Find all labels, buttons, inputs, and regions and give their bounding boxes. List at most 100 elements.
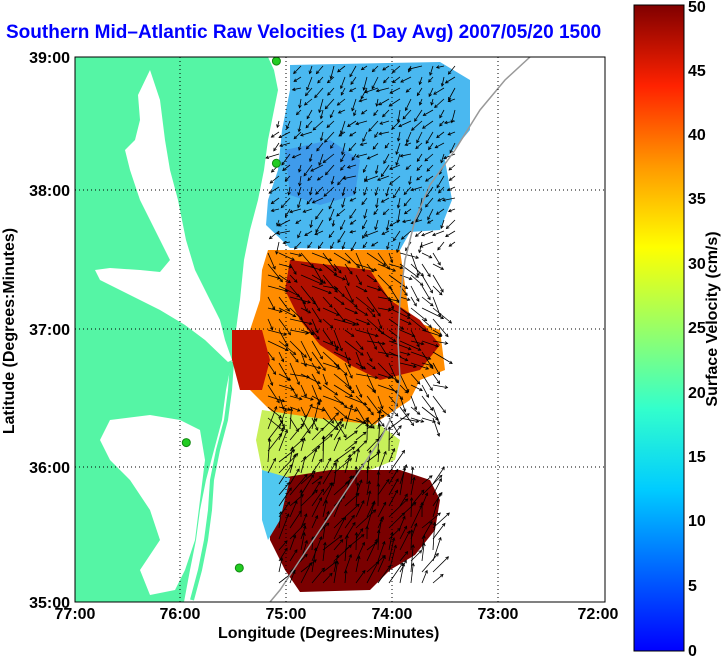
current-vector-head (308, 561, 312, 566)
current-vector-head (410, 422, 415, 427)
current-vector-head (298, 147, 302, 151)
current-vector-head (346, 165, 351, 169)
current-vector (380, 164, 390, 177)
current-vector (376, 98, 379, 107)
current-vector (336, 208, 346, 217)
current-vector (269, 175, 280, 184)
current-vector (388, 413, 410, 430)
current-vector (316, 65, 324, 74)
current-vector-head (405, 107, 409, 112)
current-vector-head (306, 374, 310, 379)
current-vector-head (284, 177, 289, 182)
current-vector (285, 175, 291, 182)
current-vector-head (270, 208, 275, 213)
current-vector-head (421, 233, 425, 237)
current-vector (388, 98, 401, 107)
current-vector-head (348, 147, 353, 152)
current-vector (278, 406, 291, 411)
x-tick-label: 75:00 (266, 606, 307, 623)
current-vector (416, 164, 423, 171)
current-vector (294, 241, 302, 250)
current-vector (366, 465, 369, 485)
current-vector-head (365, 418, 370, 423)
current-vector-head (305, 331, 310, 335)
current-vector-head (365, 423, 369, 428)
current-vector-head (313, 448, 318, 452)
current-vector-head (363, 288, 368, 293)
current-vector (333, 561, 338, 584)
current-vector (439, 109, 445, 118)
current-vector (362, 131, 368, 142)
current-vector-head (372, 313, 376, 318)
x-tick-label: 72:00 (578, 606, 619, 623)
current-vector-head (316, 307, 321, 312)
current-vectors (265, 65, 456, 584)
current-vector (311, 417, 319, 431)
colorbar (633, 4, 685, 652)
current-vector-head (273, 147, 277, 152)
current-vector-head (352, 322, 357, 326)
current-vector-head (307, 430, 311, 434)
current-vector-head (408, 276, 413, 281)
current-vector-head (347, 260, 352, 264)
current-vector-head (383, 450, 387, 455)
current-vector (300, 470, 316, 485)
current-vector-head (303, 102, 308, 106)
current-vector-head (360, 346, 364, 351)
current-vector (322, 482, 333, 496)
current-vector (410, 351, 431, 360)
current-vector-head (335, 412, 340, 416)
current-vector-head (416, 411, 421, 415)
current-vector-head (367, 480, 371, 485)
current-vector-head (429, 72, 433, 76)
current-vector-head (445, 333, 449, 338)
current-vector (388, 252, 393, 263)
current-vector-head (287, 191, 291, 196)
current-vector (419, 76, 423, 85)
current-vector-head (340, 401, 345, 405)
current-vector (327, 76, 335, 84)
current-vector-head (422, 542, 426, 547)
current-vector (366, 384, 376, 392)
current-vector (379, 131, 390, 135)
current-vector (362, 230, 368, 239)
current-vector (360, 87, 368, 99)
current-vector-head (416, 272, 420, 277)
current-vector (289, 351, 299, 363)
current-vector-head (404, 493, 408, 498)
current-vector (366, 307, 376, 318)
current-vector (289, 510, 302, 529)
current-vector-head (362, 169, 367, 173)
current-vector-head (382, 555, 386, 560)
current-vector (392, 65, 401, 73)
current-vector (404, 142, 412, 146)
current-vector-head (438, 478, 442, 482)
current-vector (432, 523, 446, 540)
current-vector-head (419, 244, 424, 248)
current-vector (289, 406, 301, 412)
current-vector (403, 197, 412, 207)
current-vector-head (351, 514, 355, 519)
current-vector-head (419, 504, 423, 509)
current-vector-head (408, 181, 412, 186)
current-vector (315, 208, 324, 220)
current-vector (309, 186, 313, 195)
current-vector (421, 296, 434, 307)
current-vector (330, 65, 335, 79)
current-vector (355, 329, 379, 337)
current-vector-head (442, 198, 446, 202)
current-vector (322, 373, 328, 385)
current-vector (265, 153, 280, 159)
current-vector-head (381, 231, 386, 235)
current-vector-head (435, 417, 439, 421)
current-vector-head (402, 115, 407, 120)
current-vector-head (302, 437, 306, 442)
current-vector (344, 362, 353, 379)
current-vector (421, 406, 439, 421)
current-vector-head (310, 474, 314, 478)
current-vector (311, 459, 323, 474)
current-vector (341, 197, 346, 208)
current-vector-head (407, 68, 412, 73)
current-vector-head (280, 358, 285, 363)
current-vector-head (315, 329, 319, 334)
